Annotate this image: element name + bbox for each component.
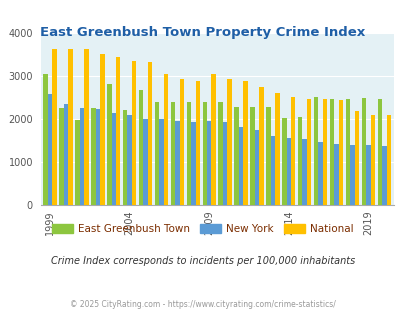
Bar bbox=[52, 49, 57, 205]
Bar bbox=[154, 103, 159, 205]
Bar bbox=[370, 115, 374, 205]
Bar bbox=[333, 144, 338, 205]
Bar bbox=[266, 107, 270, 205]
Bar bbox=[202, 102, 207, 205]
Bar bbox=[79, 108, 84, 205]
Bar bbox=[207, 121, 211, 205]
Bar bbox=[381, 146, 386, 205]
Bar bbox=[191, 122, 195, 205]
Bar bbox=[250, 107, 254, 205]
Bar bbox=[111, 113, 116, 205]
Bar bbox=[286, 138, 290, 205]
Bar bbox=[96, 109, 100, 205]
Bar bbox=[350, 145, 354, 205]
Bar bbox=[116, 57, 120, 205]
Bar bbox=[100, 53, 104, 205]
Bar bbox=[297, 117, 302, 205]
Bar bbox=[302, 139, 306, 205]
Bar bbox=[377, 99, 381, 205]
Bar bbox=[48, 94, 52, 205]
Bar bbox=[313, 97, 318, 205]
Bar bbox=[84, 49, 88, 205]
Bar bbox=[361, 98, 365, 205]
Bar bbox=[123, 110, 127, 205]
Bar bbox=[143, 119, 147, 205]
Bar bbox=[68, 49, 72, 205]
Bar bbox=[218, 102, 222, 205]
Bar bbox=[322, 100, 326, 205]
Bar bbox=[179, 79, 183, 205]
Bar bbox=[275, 93, 279, 205]
Bar bbox=[254, 130, 258, 205]
Legend: East Greenbush Town, New York, National: East Greenbush Town, New York, National bbox=[48, 220, 357, 238]
Bar bbox=[222, 122, 227, 205]
Bar bbox=[186, 102, 191, 205]
Bar bbox=[211, 74, 215, 205]
Bar bbox=[338, 100, 342, 205]
Bar bbox=[91, 108, 96, 205]
Bar bbox=[107, 84, 111, 205]
Bar bbox=[243, 81, 247, 205]
Bar bbox=[258, 87, 263, 205]
Bar bbox=[159, 119, 163, 205]
Bar bbox=[171, 102, 175, 205]
Bar bbox=[234, 107, 238, 205]
Bar bbox=[75, 120, 79, 205]
Bar bbox=[281, 118, 286, 205]
Bar bbox=[270, 136, 275, 205]
Bar bbox=[64, 104, 68, 205]
Bar bbox=[354, 111, 358, 205]
Bar bbox=[132, 61, 136, 205]
Bar bbox=[127, 115, 132, 205]
Bar bbox=[238, 126, 243, 205]
Bar bbox=[345, 99, 350, 205]
Bar bbox=[139, 90, 143, 205]
Text: East Greenbush Town Property Crime Index: East Greenbush Town Property Crime Index bbox=[40, 26, 365, 39]
Bar bbox=[365, 146, 370, 205]
Text: © 2025 CityRating.com - https://www.cityrating.com/crime-statistics/: © 2025 CityRating.com - https://www.city… bbox=[70, 300, 335, 309]
Text: Crime Index corresponds to incidents per 100,000 inhabitants: Crime Index corresponds to incidents per… bbox=[51, 256, 354, 266]
Bar bbox=[329, 99, 333, 205]
Bar bbox=[59, 108, 64, 205]
Bar bbox=[147, 62, 152, 205]
Bar bbox=[227, 79, 231, 205]
Bar bbox=[318, 142, 322, 205]
Bar bbox=[175, 121, 179, 205]
Bar bbox=[290, 97, 295, 205]
Bar bbox=[163, 74, 168, 205]
Bar bbox=[386, 115, 390, 205]
Bar bbox=[306, 99, 311, 205]
Bar bbox=[43, 74, 48, 205]
Bar bbox=[195, 81, 200, 205]
